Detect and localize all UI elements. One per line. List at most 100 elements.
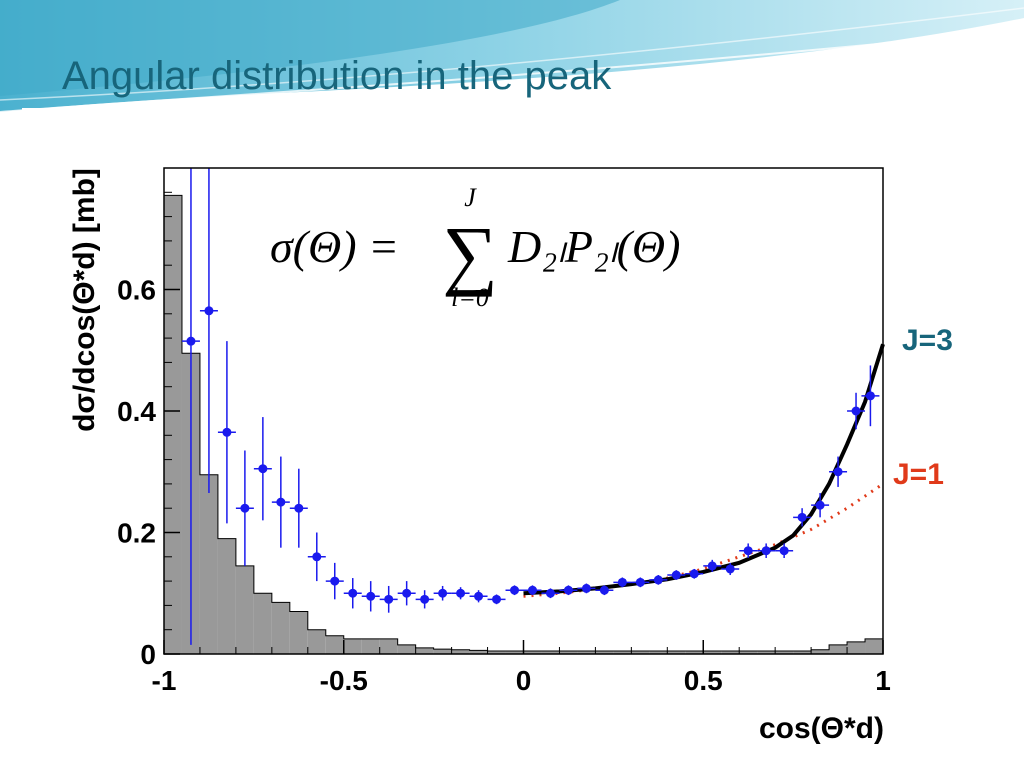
data-point	[653, 575, 663, 585]
formula-sum-upper: J	[464, 183, 477, 212]
data-point	[563, 585, 573, 595]
x-tick-label: 0	[516, 665, 532, 696]
histogram-bin	[451, 649, 470, 654]
data-point	[797, 512, 807, 522]
data-point	[438, 588, 448, 598]
histogram-bin	[199, 474, 218, 654]
histogram-bin	[307, 629, 326, 654]
data-point	[366, 591, 376, 601]
data-point	[689, 569, 699, 579]
data-point	[851, 406, 861, 416]
data-point	[725, 564, 735, 574]
data-point	[420, 594, 430, 604]
histogram-bin	[595, 650, 614, 654]
fit-curve-j3	[523, 343, 885, 596]
data-point	[617, 577, 627, 587]
histogram-bin	[379, 638, 398, 654]
data-point	[761, 546, 771, 556]
data-points	[181, 168, 880, 645]
histogram-bin	[235, 565, 254, 654]
histogram-bin	[541, 650, 560, 654]
data-point	[492, 594, 502, 604]
histogram-bin	[289, 611, 308, 654]
data-point	[707, 561, 717, 571]
histogram-bin	[811, 649, 830, 654]
data-point	[833, 467, 843, 477]
histogram-bin	[361, 638, 380, 654]
histogram-bin	[559, 650, 578, 654]
data-point	[240, 503, 250, 513]
data-point	[671, 570, 681, 580]
data-point	[581, 583, 591, 593]
x-tick-label: 1	[875, 665, 891, 696]
fit-curve-j1	[523, 482, 884, 598]
histogram-bin	[469, 650, 488, 654]
histogram-bin	[739, 650, 758, 654]
histogram-bin	[523, 650, 542, 654]
histogram-bin	[487, 650, 506, 654]
histogram-bin	[613, 650, 632, 654]
histogram-bin	[505, 650, 524, 654]
y-tick-label: 0.4	[117, 396, 156, 427]
histogram-bin	[415, 647, 434, 654]
y-tick-label: 0.6	[117, 275, 156, 306]
histogram-bin	[631, 650, 650, 654]
data-point	[743, 546, 753, 556]
slide-title: Angular distribution in the peak	[62, 54, 612, 98]
data-point	[510, 585, 520, 595]
histogram-bin	[829, 644, 848, 654]
formula: σ(Θ) = J ∑ l=0 D₂ₗP₂ₗ(Θ)	[270, 183, 680, 312]
data-point	[276, 497, 286, 507]
histogram-bin	[271, 602, 290, 654]
histogram-bin	[847, 641, 866, 654]
data-point	[779, 546, 789, 556]
histogram-bin	[164, 195, 182, 654]
data-point	[348, 588, 358, 598]
data-point	[204, 306, 214, 316]
histogram-bin	[721, 650, 740, 654]
histogram-bin	[397, 644, 416, 654]
histogram-bin	[793, 650, 812, 654]
histogram-bin	[667, 650, 686, 654]
histogram-bin	[703, 650, 722, 654]
data-point	[545, 588, 555, 598]
data-point	[258, 464, 268, 474]
formula-lhs: σ(Θ) =	[270, 221, 399, 272]
data-point	[815, 500, 825, 510]
histogram-bin	[685, 650, 704, 654]
data-point	[312, 552, 322, 562]
histogram-bin	[649, 650, 668, 654]
data-point	[527, 585, 537, 595]
y-axis-label: dσ/dcos(Θ*d) [mb]	[68, 168, 101, 432]
data-point	[865, 391, 875, 401]
histogram-bin	[217, 538, 236, 654]
histogram-bin	[865, 638, 883, 654]
x-axis-label: cos(Θ*d)	[759, 712, 884, 745]
formula-rhs: D₂ₗP₂ₗ(Θ)	[507, 221, 680, 272]
fit-curves	[523, 343, 885, 598]
data-point	[599, 585, 609, 595]
data-point	[222, 427, 232, 437]
x-tick-label: 0.5	[684, 665, 723, 696]
y-tick-label: 0	[140, 639, 156, 670]
data-point	[186, 336, 196, 346]
data-point	[330, 576, 340, 586]
histogram-bin	[325, 635, 344, 654]
x-tick-label: -0.5	[320, 665, 368, 696]
histogram-bin	[757, 650, 776, 654]
annotation-j1: J=1	[893, 458, 944, 491]
formula-sum-symbol: ∑	[442, 210, 498, 297]
y-tick-label: 0.2	[117, 518, 156, 549]
data-point	[474, 591, 484, 601]
data-point	[384, 594, 394, 604]
histogram-bin	[343, 638, 362, 654]
data-point	[294, 503, 304, 513]
histogram-bin	[433, 649, 452, 654]
formula-sum-lower: l=0	[451, 283, 489, 312]
data-point	[402, 588, 412, 598]
x-tick-label: -1	[152, 665, 177, 696]
histogram-bin	[253, 593, 272, 654]
axis-ticks: -1 -0.5 0 0.5 1 0 0.2 0.4 0.6	[117, 191, 891, 696]
annotation-j3: J=3	[902, 324, 953, 357]
